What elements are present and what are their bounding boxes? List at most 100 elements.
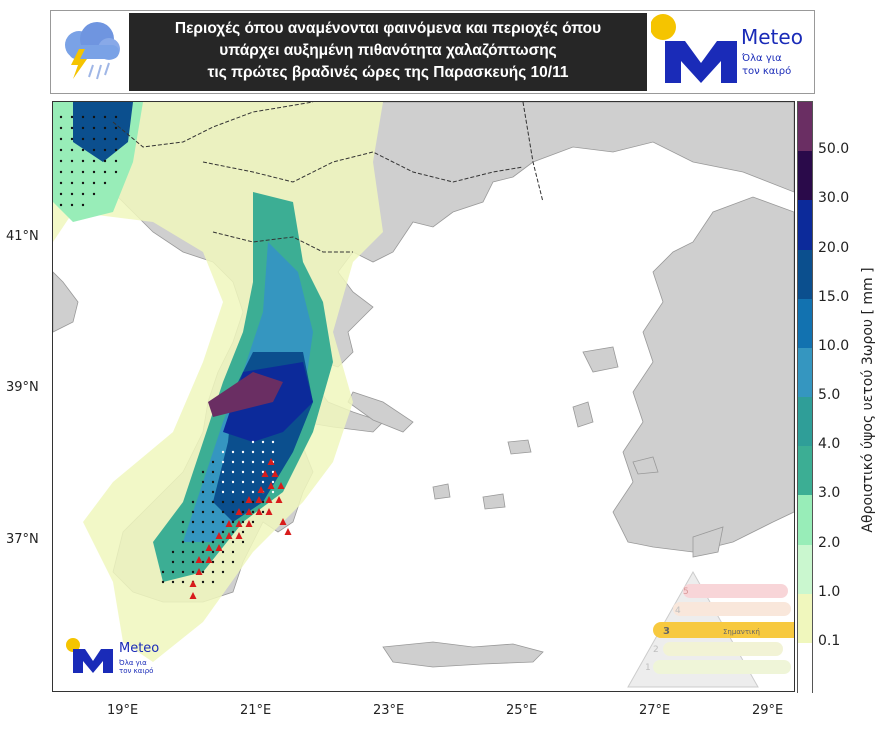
precip-dot	[221, 550, 225, 554]
lat-label: 41°N	[6, 229, 39, 244]
precip-dot	[271, 440, 275, 444]
precip-dot	[261, 440, 265, 444]
precip-dot	[201, 560, 205, 564]
precip-dot	[161, 580, 165, 584]
hail-marker	[215, 544, 223, 551]
precip-dot	[70, 192, 74, 196]
precip-dot	[114, 159, 118, 163]
precip-dot	[181, 540, 185, 544]
precip-area	[208, 372, 283, 417]
precip-dot	[81, 170, 85, 174]
precip-dot	[221, 540, 225, 544]
precip-dot	[251, 520, 255, 524]
meteo-logo-small: Meteo Όλα για τον καιρό	[63, 637, 173, 677]
precip-dot	[92, 170, 96, 174]
precipitation-map: 5 4 3 2 1 Σημαντική Meteo Όλα για τον κα…	[52, 101, 795, 692]
precip-dot	[211, 580, 215, 584]
precip-dot	[241, 530, 245, 534]
lon-label: 19°E	[107, 703, 139, 718]
precip-dot	[171, 560, 175, 564]
hail-marker	[245, 520, 253, 527]
precip-dot	[114, 115, 118, 119]
meteo-logo: Meteo Όλα για τον καιρό	[650, 13, 811, 91]
borders	[112, 102, 544, 253]
colorbar-segment	[798, 446, 812, 497]
colorbar-label: Αθροιστικό ύψος υετού 3ωρου [ mm ]	[860, 267, 876, 533]
precip-dot	[211, 550, 215, 554]
hail-marker	[257, 486, 265, 493]
precip-dot	[81, 203, 85, 207]
colorbar-segment	[798, 593, 812, 644]
precip-dot	[221, 570, 225, 574]
precip-dot	[271, 480, 275, 484]
hail-marker	[225, 532, 233, 539]
hail-marker	[245, 496, 253, 503]
precip-dot	[201, 500, 205, 504]
precip-dot	[211, 540, 215, 544]
header-banner: Περιοχές όπου αναμένονται φαινόμενα και …	[50, 10, 815, 94]
precip-dot	[251, 480, 255, 484]
precip-area	[53, 102, 383, 662]
hail-marker	[235, 508, 243, 515]
precip-dot	[171, 550, 175, 554]
precip-dot	[231, 480, 235, 484]
precip-dot	[201, 510, 205, 514]
precip-dot	[191, 570, 195, 574]
precip-dot	[211, 520, 215, 524]
colorbar-segment	[798, 642, 812, 693]
precip-dot	[221, 510, 225, 514]
level-1: 1	[645, 663, 651, 673]
precip-dot	[211, 470, 215, 474]
level-4: 4	[675, 606, 681, 616]
hail-marker	[189, 580, 197, 587]
hail-marker	[284, 528, 292, 535]
logo-tagline: τον καιρό	[742, 66, 792, 77]
precip-dot	[191, 500, 195, 504]
active-level-label: Σημαντική	[723, 628, 760, 636]
hail-marker	[235, 532, 243, 539]
precip-dot	[261, 470, 265, 474]
precip-dot	[181, 520, 185, 524]
precip-dot	[271, 450, 275, 454]
precip-dot	[191, 530, 195, 534]
precip-dot	[81, 137, 85, 141]
precip-dot	[92, 159, 96, 163]
precip-dot	[171, 580, 175, 584]
hail-marker	[265, 496, 273, 503]
hail-marker	[277, 482, 285, 489]
precip-dot	[114, 126, 118, 130]
colorbar-segment	[798, 544, 812, 595]
precip-dot	[181, 570, 185, 574]
hail-marker	[215, 532, 223, 539]
colorbar-segment	[798, 397, 812, 448]
level-5: 5	[683, 587, 689, 597]
precip-dot	[241, 540, 245, 544]
precip-dot	[70, 115, 74, 119]
hazard-level-legend: 5 4 3 2 1 Σημαντική	[627, 570, 794, 688]
colorbar-tick: 10.0	[818, 337, 850, 354]
precip-dot	[70, 159, 74, 163]
precip-dot	[231, 510, 235, 514]
precip-dot	[221, 450, 225, 454]
hail-marker	[267, 482, 275, 489]
precip-dot	[81, 115, 85, 119]
precip-dot	[59, 159, 63, 163]
precip-dot	[114, 170, 118, 174]
lon-label: 25°E	[506, 703, 538, 718]
precip-dot	[241, 480, 245, 484]
precip-dot	[271, 470, 275, 474]
precip-dot	[201, 580, 205, 584]
precip-dot	[92, 192, 96, 196]
precip-dot	[114, 137, 118, 141]
precip-dot	[59, 126, 63, 130]
precip-dot	[201, 570, 205, 574]
precip-dot	[271, 490, 275, 494]
hail-marker	[205, 556, 213, 563]
precip-dot	[201, 490, 205, 494]
storm-cloud-icon	[55, 15, 125, 89]
lon-label: 27°E	[639, 703, 671, 718]
precip-dot	[231, 520, 235, 524]
precip-dot	[261, 500, 265, 504]
colorbar-tick: 2.0	[818, 534, 841, 551]
precip-dot	[251, 470, 255, 474]
